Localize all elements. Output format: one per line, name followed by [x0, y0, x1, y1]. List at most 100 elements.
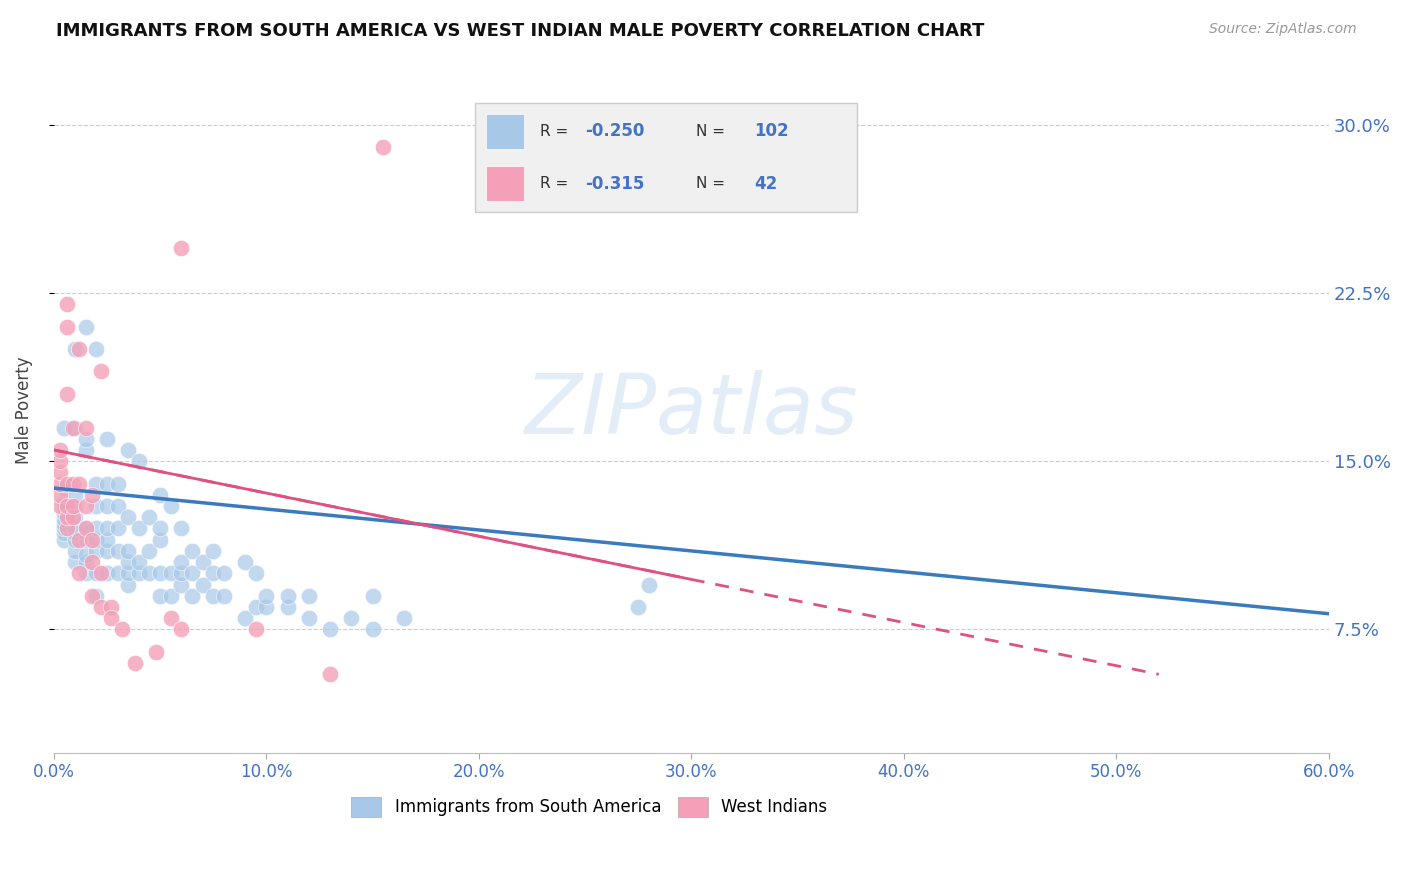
Point: [149, 488, 172, 502]
Point: [86, 521, 108, 535]
Point: [191, 555, 214, 569]
Point: [170, 555, 193, 569]
Point: [96, 499, 118, 513]
Point: [75, 521, 97, 535]
Point: [170, 566, 193, 581]
Point: [86, 566, 108, 581]
Point: [191, 577, 214, 591]
Point: [117, 566, 139, 581]
Point: [55, 297, 77, 311]
Point: [107, 476, 129, 491]
Point: [159, 611, 181, 625]
Point: [394, 611, 416, 625]
Point: [212, 589, 235, 603]
Point: [63, 525, 86, 540]
Point: [202, 566, 225, 581]
Point: [49, 442, 72, 457]
Point: [53, 494, 76, 508]
Point: [75, 549, 97, 563]
Point: [49, 488, 72, 502]
Point: [75, 566, 97, 581]
Point: [254, 589, 277, 603]
Point: [233, 555, 256, 569]
Point: [55, 387, 77, 401]
Point: [128, 566, 150, 581]
Point: [96, 432, 118, 446]
Point: [53, 481, 76, 495]
Point: [49, 454, 72, 468]
Point: [67, 476, 90, 491]
Point: [75, 319, 97, 334]
Point: [62, 420, 84, 434]
Point: [124, 656, 146, 670]
Point: [138, 566, 160, 581]
Point: [277, 599, 299, 614]
Point: [254, 599, 277, 614]
Point: [145, 645, 167, 659]
Point: [107, 566, 129, 581]
Point: [298, 589, 321, 603]
Point: [75, 555, 97, 569]
Point: [245, 599, 267, 614]
Point: [75, 533, 97, 547]
Point: [75, 499, 97, 513]
Point: [75, 521, 97, 535]
Point: [107, 544, 129, 558]
Point: [138, 510, 160, 524]
Point: [80, 533, 103, 547]
Point: [63, 499, 86, 513]
Point: [149, 566, 172, 581]
Point: [170, 241, 193, 255]
Point: [86, 476, 108, 491]
Point: [63, 533, 86, 547]
Point: [55, 499, 77, 513]
Point: [159, 589, 181, 603]
Point: [170, 577, 193, 591]
Point: [90, 364, 112, 378]
Point: [67, 342, 90, 356]
Point: [181, 589, 204, 603]
Point: [298, 611, 321, 625]
Point: [202, 544, 225, 558]
Point: [117, 555, 139, 569]
Point: [100, 599, 122, 614]
Point: [96, 476, 118, 491]
Point: [319, 667, 342, 681]
Point: [245, 566, 267, 581]
Point: [96, 533, 118, 547]
Point: [149, 533, 172, 547]
Point: [96, 521, 118, 535]
Point: [340, 611, 363, 625]
Point: [159, 499, 181, 513]
Point: [86, 544, 108, 558]
Point: [49, 466, 72, 480]
Point: [277, 589, 299, 603]
Point: [128, 521, 150, 535]
Point: [75, 525, 97, 540]
Point: [96, 566, 118, 581]
Point: [62, 499, 84, 513]
Point: [75, 420, 97, 434]
Point: [55, 319, 77, 334]
Point: [53, 420, 76, 434]
Point: [159, 566, 181, 581]
Point: [49, 476, 72, 491]
Point: [53, 516, 76, 531]
Point: [117, 510, 139, 524]
Point: [67, 566, 90, 581]
Point: [117, 442, 139, 457]
Point: [181, 566, 204, 581]
Point: [149, 521, 172, 535]
Point: [53, 512, 76, 526]
Point: [80, 555, 103, 569]
Point: [63, 555, 86, 569]
Point: [181, 544, 204, 558]
Point: [202, 589, 225, 603]
Point: [149, 589, 172, 603]
Point: [361, 623, 384, 637]
Point: [67, 533, 90, 547]
Point: [128, 555, 150, 569]
Point: [55, 476, 77, 491]
Point: [96, 544, 118, 558]
Point: [373, 140, 395, 154]
